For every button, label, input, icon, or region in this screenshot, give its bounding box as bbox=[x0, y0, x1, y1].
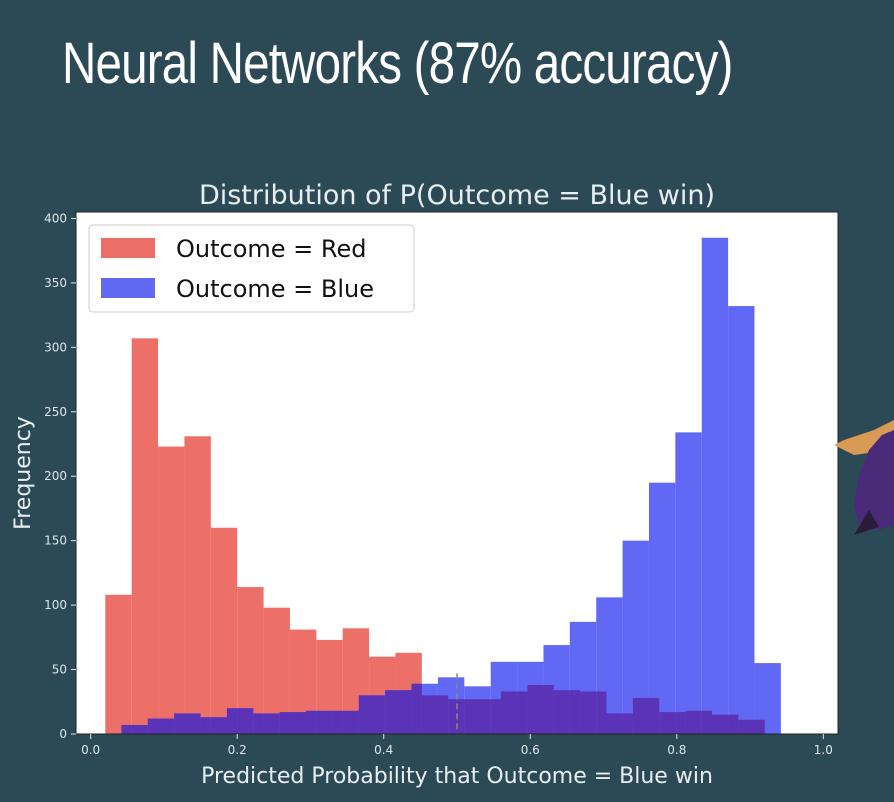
overlap-bar bbox=[279, 712, 290, 734]
x-tick-label: 0.8 bbox=[667, 743, 686, 757]
red-bar bbox=[210, 527, 238, 734]
y-axis-ticks: 0 50 100 150 200 250 300 350 400 bbox=[44, 211, 76, 741]
x-tick-label: 0.0 bbox=[81, 743, 100, 757]
overlap-bar bbox=[659, 712, 676, 734]
y-tick-label: 150 bbox=[44, 534, 67, 548]
y-tick-label: 50 bbox=[52, 663, 67, 677]
y-tick-label: 400 bbox=[44, 211, 67, 225]
chart-title: Distribution of P(Outcome = Blue win) bbox=[199, 180, 715, 211]
x-axis-ticks: 0.0 0.2 0.4 0.6 0.8 1.0 bbox=[81, 734, 833, 757]
overlap-bar bbox=[685, 710, 702, 734]
y-tick-label: 100 bbox=[44, 598, 67, 612]
overlap-bar bbox=[648, 697, 660, 734]
x-tick-label: 0.4 bbox=[374, 743, 393, 757]
y-axis-label: Frequency bbox=[11, 416, 36, 530]
overlap-bar bbox=[632, 697, 649, 734]
overlap-bar bbox=[738, 719, 755, 734]
overlap-bar bbox=[701, 710, 712, 734]
blue-bar bbox=[648, 482, 676, 734]
overlap-bar bbox=[342, 710, 359, 734]
slide-title: Neural Networks (87% accuracy) bbox=[62, 31, 733, 96]
overlap-bar bbox=[385, 690, 396, 734]
mascot-illustration bbox=[834, 420, 894, 535]
legend-swatch-blue bbox=[101, 278, 155, 298]
blue-bar bbox=[728, 306, 755, 734]
plot-frame bbox=[75, 211, 839, 735]
overlap-bar bbox=[569, 690, 581, 734]
overlap-bar bbox=[622, 713, 633, 734]
overlap-bar bbox=[316, 710, 333, 734]
overlap-bar bbox=[517, 691, 528, 734]
overlap-bar bbox=[395, 690, 412, 734]
overlap-bar bbox=[237, 708, 254, 734]
overlap-bar bbox=[711, 714, 729, 734]
overlap-bar bbox=[421, 695, 438, 734]
x-tick-label: 0.6 bbox=[521, 743, 540, 757]
overlap-bar bbox=[289, 712, 307, 734]
y-tick-label: 250 bbox=[44, 405, 67, 419]
overlap-bar bbox=[147, 718, 159, 734]
overlap-bar bbox=[543, 685, 554, 734]
x-axis-label: Predicted Probability that Outcome = Blu… bbox=[201, 764, 713, 789]
legend-label-blue: Outcome = Blue bbox=[176, 275, 374, 303]
overlap-bar bbox=[369, 695, 386, 734]
y-tick-label: 0 bbox=[59, 727, 67, 741]
overlap-bar bbox=[226, 708, 238, 734]
legend: Outcome = Red Outcome = Blue bbox=[88, 224, 415, 313]
y-tick-label: 300 bbox=[44, 340, 67, 354]
overlap-bar bbox=[263, 713, 280, 734]
overlap-bar bbox=[184, 713, 201, 734]
overlap-bar bbox=[728, 714, 739, 734]
overlap-bars bbox=[121, 683, 765, 734]
overlap-bar bbox=[606, 713, 623, 734]
overlap-bar bbox=[553, 690, 570, 734]
red-bar bbox=[158, 446, 185, 734]
y-tick-label: 200 bbox=[44, 469, 67, 483]
overlap-bar bbox=[527, 685, 544, 734]
overlap-bar bbox=[306, 710, 317, 734]
red-bar bbox=[105, 594, 132, 734]
overlap-bar bbox=[596, 691, 607, 734]
legend-box bbox=[88, 224, 415, 313]
overlap-bar bbox=[675, 712, 686, 734]
overlap-bar bbox=[200, 717, 211, 734]
overlap-bar bbox=[131, 724, 148, 734]
overlap-bar bbox=[253, 713, 264, 734]
y-tick-label: 350 bbox=[44, 276, 67, 290]
x-tick-label: 1.0 bbox=[814, 743, 833, 757]
overlap-bar bbox=[158, 718, 175, 734]
blue-bar bbox=[701, 237, 729, 734]
legend-label-red: Outcome = Red bbox=[176, 235, 367, 263]
overlap-bar bbox=[358, 695, 370, 734]
overlap-bar bbox=[210, 717, 227, 734]
legend-swatch-red bbox=[101, 238, 155, 258]
overlap-bar bbox=[474, 699, 491, 734]
overlap-bar bbox=[490, 699, 501, 734]
overlap-bar bbox=[411, 683, 422, 734]
overlap-bar bbox=[174, 713, 185, 734]
overlap-bar bbox=[580, 691, 597, 734]
overlap-bar bbox=[464, 699, 475, 734]
red-bar bbox=[131, 338, 159, 734]
overlap-bar bbox=[121, 724, 132, 734]
x-tick-label: 0.2 bbox=[228, 743, 247, 757]
red-bar bbox=[184, 436, 211, 734]
overlap-bar bbox=[500, 691, 518, 734]
overlap-bar bbox=[332, 710, 343, 734]
overlap-bar bbox=[437, 695, 449, 734]
overlap-bar bbox=[754, 719, 765, 734]
blue-bar bbox=[675, 432, 702, 734]
